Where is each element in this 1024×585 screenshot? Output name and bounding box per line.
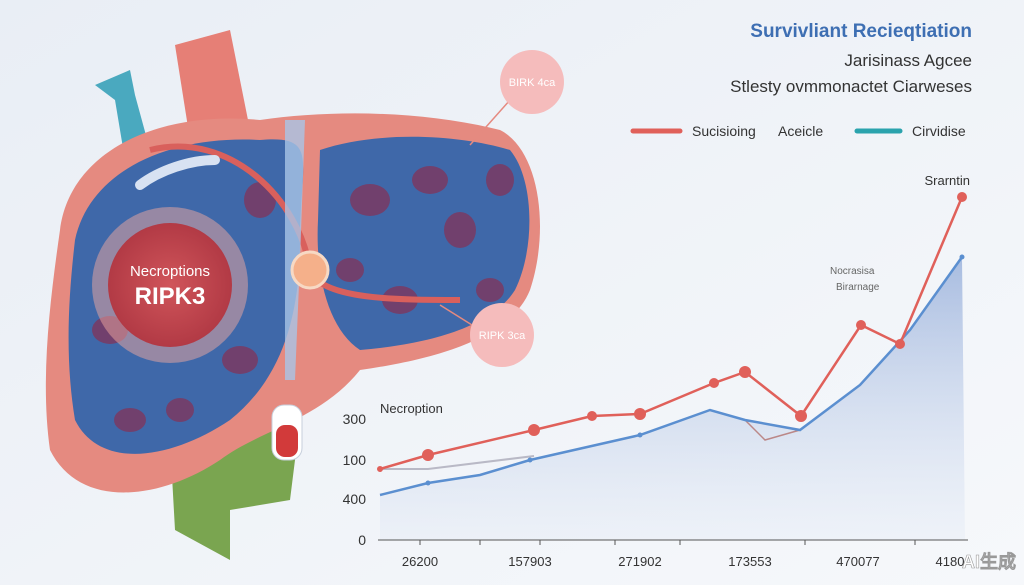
y-tick-label: 0	[358, 532, 366, 548]
dip-line	[744, 419, 801, 441]
bubble-top	[500, 50, 564, 114]
area	[380, 257, 965, 540]
highlight	[135, 155, 220, 190]
y-tick-label: 400	[343, 491, 367, 507]
liver-illustration: Necroptions RIPK3 BIRK 4ca RIPK 3ca	[45, 30, 564, 560]
vessel-top	[175, 30, 250, 140]
note: Birarnage	[836, 282, 880, 293]
x-tick-label: 157903	[508, 554, 551, 569]
x-tick-label: 4180	[936, 554, 965, 569]
title: Survivliant Recieqtiation	[750, 21, 972, 42]
bubble-label: BIRK 4ca	[509, 77, 556, 89]
y-tick-label: 300	[343, 411, 367, 427]
red-points	[377, 192, 967, 472]
legend-label: Aceicle	[778, 123, 823, 139]
annotation: Necroption	[380, 401, 443, 416]
x-ticks	[419, 540, 916, 545]
peak-label: Srarntin	[924, 173, 970, 188]
callout-line	[469, 99, 511, 146]
vial-fluid	[276, 425, 298, 457]
legend: Sucisioing Aceicle Cirvidise	[630, 123, 966, 139]
blue-points	[425, 254, 965, 486]
bubble-bottom	[470, 303, 534, 367]
note: Nocrasisa	[830, 266, 875, 277]
junction	[290, 250, 330, 290]
core	[108, 223, 232, 347]
x-tick-label: 173553	[728, 554, 771, 569]
legend-label: Cirvidise	[912, 123, 966, 139]
gray-line	[380, 455, 535, 470]
y-tick-label: 100	[343, 452, 367, 468]
x-tick-label: 26200	[402, 554, 438, 569]
core-label: Necroptions	[130, 263, 210, 280]
blue-line	[379, 256, 964, 497]
chart: Necroption Srarntin Nocrasisa Birarnage …	[343, 173, 970, 569]
x-tick-label: 271902	[618, 554, 661, 569]
x-tick-label: 470077	[836, 554, 879, 569]
watermark: AI生成	[962, 551, 1016, 572]
legend-label: Sucisioing	[692, 123, 756, 139]
caption: Stlesty ovmmonactet Ciarweses	[730, 77, 972, 96]
subtitle: Jarisinass Agcee	[844, 51, 972, 70]
tube	[285, 120, 305, 380]
bubble-label: RIPK 3ca	[479, 330, 526, 342]
core-title: RIPK3	[135, 283, 206, 310]
